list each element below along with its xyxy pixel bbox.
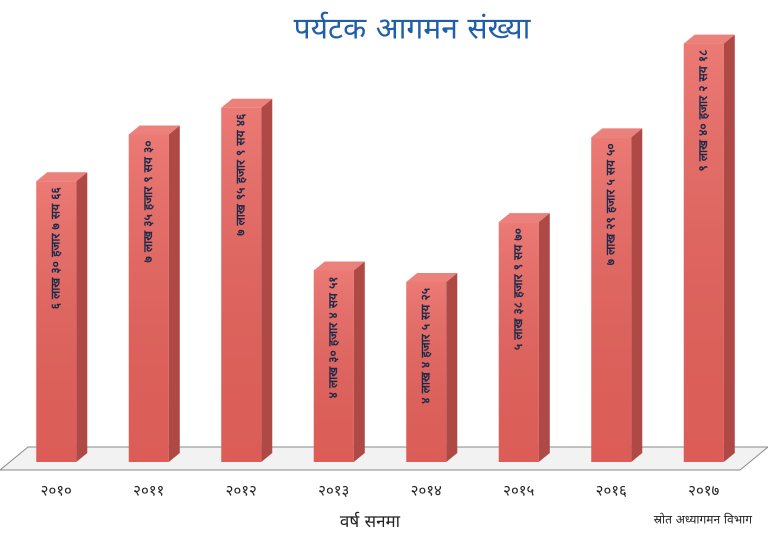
x-tick-label: २०१२ bbox=[226, 482, 257, 500]
bar-top-shade bbox=[221, 98, 273, 108]
bar-top-shade bbox=[683, 34, 735, 44]
bar-side-shade bbox=[723, 34, 735, 462]
bar-side bbox=[76, 172, 88, 462]
floor bbox=[0, 446, 768, 471]
bar-side bbox=[261, 98, 273, 463]
bar-side bbox=[538, 213, 550, 462]
bar-gloss bbox=[128, 134, 169, 462]
bar-top-shade bbox=[591, 128, 643, 138]
data-label: ९ लाख ४० हजार २ सय १८ bbox=[696, 50, 710, 172]
x-axis-label: वर्ष सनमा bbox=[340, 511, 401, 532]
bar-side bbox=[353, 261, 365, 462]
bar-side-shade bbox=[261, 98, 273, 463]
bar-gloss bbox=[313, 270, 354, 462]
bar-gloss bbox=[406, 281, 447, 462]
bar-top-shade bbox=[498, 213, 550, 223]
bar-side-shade bbox=[353, 261, 365, 462]
bar-gloss bbox=[591, 137, 632, 462]
data-label: ७ लाख ३५ हजार ९ सय ३० bbox=[141, 141, 155, 263]
data-label: ७ लाख २९ हजार ५ सय ५० bbox=[604, 143, 618, 265]
x-tick-label: २०१३ bbox=[318, 482, 349, 500]
bar-side-shade bbox=[631, 128, 643, 462]
bar-top-shade bbox=[36, 172, 88, 182]
data-label: ५ लाख ३८ हजार ९ सय ७० bbox=[511, 228, 525, 350]
bar-side-shade bbox=[168, 125, 180, 463]
x-tick-label: २०१५ bbox=[503, 482, 534, 500]
bar-side bbox=[446, 272, 458, 462]
data-label: ७ लाख ९५ हजार ९ सय ४६ bbox=[234, 113, 248, 236]
bar-top bbox=[313, 261, 365, 271]
bar-gloss bbox=[221, 107, 262, 463]
bar-side-shade bbox=[76, 172, 88, 462]
bar-top bbox=[406, 272, 458, 282]
bar-side bbox=[723, 34, 735, 462]
x-tick-label: २०११ bbox=[133, 482, 164, 500]
x-tick-label: २०१० bbox=[41, 482, 72, 500]
bar-top-shade bbox=[406, 272, 458, 282]
bar-top-shade bbox=[128, 125, 180, 135]
source-note: स्रोत अध्यागमन विभाग bbox=[654, 513, 752, 527]
bar-side-shade bbox=[446, 272, 458, 462]
bar-top bbox=[128, 125, 180, 135]
bar-top bbox=[221, 98, 273, 108]
bar-top bbox=[683, 34, 735, 44]
x-tick-label: २०१७ bbox=[688, 482, 719, 500]
data-label: ६ लाख ३० हजार ७ सय ६६ bbox=[49, 187, 63, 310]
bar-top bbox=[591, 128, 643, 138]
x-tick-label: २०१४ bbox=[411, 482, 442, 500]
bar-side-shade bbox=[538, 213, 550, 462]
bar-gloss bbox=[683, 43, 724, 462]
x-tick-label: २०१६ bbox=[596, 482, 627, 500]
bar-side bbox=[168, 125, 180, 463]
bar-side bbox=[631, 128, 643, 462]
chart-title: पर्यटक आगमन संख्या bbox=[294, 12, 532, 47]
bar-top-shade bbox=[313, 261, 365, 271]
bar-gloss bbox=[498, 222, 539, 462]
bar-gloss bbox=[36, 181, 77, 462]
bar-top bbox=[498, 213, 550, 223]
bar-top bbox=[36, 172, 88, 182]
data-label: ४ लाख ३० हजार ४ सय ५१ bbox=[326, 276, 340, 398]
data-label: ४ लाख ४ हजार ५ सय २५ bbox=[419, 288, 433, 404]
